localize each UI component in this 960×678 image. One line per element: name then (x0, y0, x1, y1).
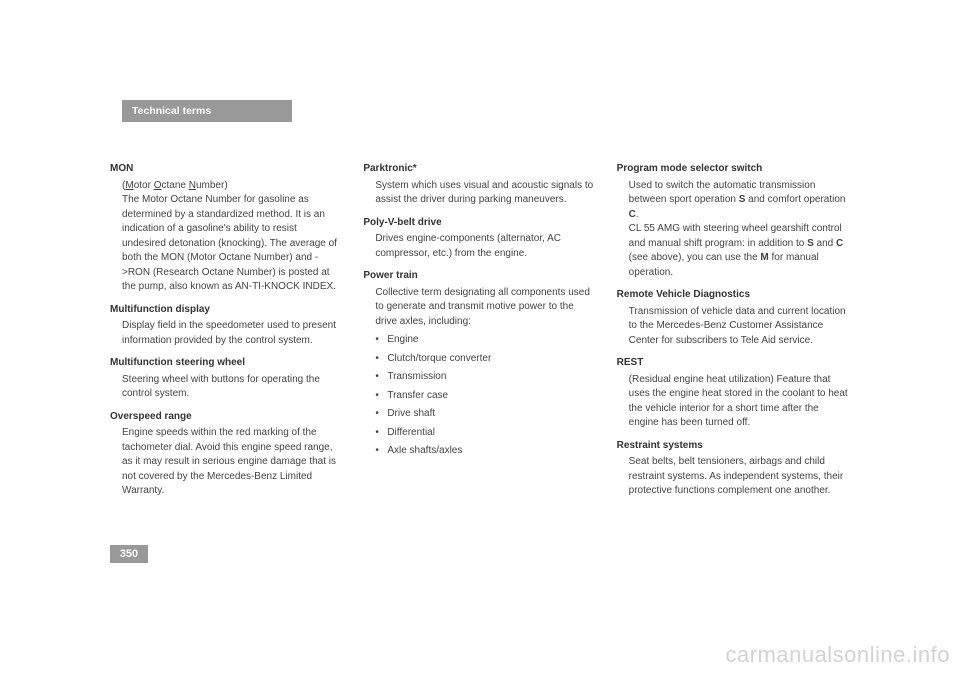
term-program-mode: Program mode selector switch (617, 162, 850, 177)
column-2: Parktronic* System which uses visual and… (363, 162, 596, 499)
column-3: Program mode selector switch Used to swi… (617, 162, 850, 499)
list-item: Transmission (375, 370, 596, 385)
term-parktronic: Parktronic* (363, 162, 596, 177)
document-page: Technical terms MON (Motor Octane Number… (110, 100, 850, 499)
term-mon: MON (110, 162, 343, 177)
term-remote-diagnostics: Remote Vehicle Diagnostics (617, 288, 850, 303)
text: M (125, 180, 133, 191)
def-restraint-systems: Seat belts, belt tensioners, airbags and… (629, 455, 850, 499)
watermark: carmanualsonline.info (725, 642, 950, 668)
def-mon: (Motor Octane Number) The Motor Octane N… (122, 179, 343, 295)
list-item: Differential (375, 426, 596, 441)
def-power-train: Collective term designating all componen… (375, 286, 596, 459)
term-power-train: Power train (363, 269, 596, 284)
term-overspeed-range: Overspeed range (110, 410, 343, 425)
list-item: Engine (375, 333, 596, 348)
list-item: Transfer case (375, 389, 596, 404)
term-poly-v-belt: Poly-V-belt drive (363, 216, 596, 231)
text: The Motor Octane Number for gasoline as … (122, 194, 337, 292)
text: ctane (161, 180, 188, 191)
text: C (836, 238, 843, 249)
term-rest: REST (617, 356, 850, 371)
section-header: Technical terms (122, 100, 292, 122)
text: (see above), you can use the (629, 252, 761, 263)
def-poly-v-belt: Drives engine-components (alternator, AC… (375, 232, 596, 261)
column-1: MON (Motor Octane Number) The Motor Octa… (110, 162, 343, 499)
term-multifunction-steering-wheel: Multifunction steering wheel (110, 356, 343, 371)
text: umber) (196, 180, 228, 191)
text: C (629, 209, 636, 220)
def-rest: (Residual engine heat utilization) Featu… (629, 373, 850, 431)
def-program-mode: Used to switch the automatic transmissio… (629, 179, 850, 281)
text: and (814, 238, 836, 249)
text: N (189, 180, 196, 191)
content-columns: MON (Motor Octane Number) The Motor Octa… (110, 162, 850, 499)
text: S (807, 238, 814, 249)
text: otor (134, 180, 154, 191)
text: . (636, 209, 639, 220)
list-item: Drive shaft (375, 407, 596, 422)
def-remote-diagnostics: Transmission of vehicle data and current… (629, 305, 850, 349)
page-number: 350 (110, 545, 148, 563)
def-parktronic: System which uses visual and acoustic si… (375, 179, 596, 208)
def-overspeed-range: Engine speeds within the red marking of … (122, 426, 343, 499)
term-restraint-systems: Restraint systems (617, 439, 850, 454)
text: Collective term designating all componen… (375, 287, 590, 327)
term-multifunction-display: Multifunction display (110, 303, 343, 318)
power-train-list: Engine Clutch/torque converter Transmiss… (375, 333, 596, 459)
text: M (760, 252, 768, 263)
text: and comfort operation (745, 194, 845, 205)
def-multifunction-display: Display field in the speedometer used to… (122, 319, 343, 348)
list-item: Clutch/torque converter (375, 352, 596, 367)
list-item: Axle shafts/axles (375, 444, 596, 459)
def-multifunction-steering-wheel: Steering wheel with buttons for operatin… (122, 373, 343, 402)
